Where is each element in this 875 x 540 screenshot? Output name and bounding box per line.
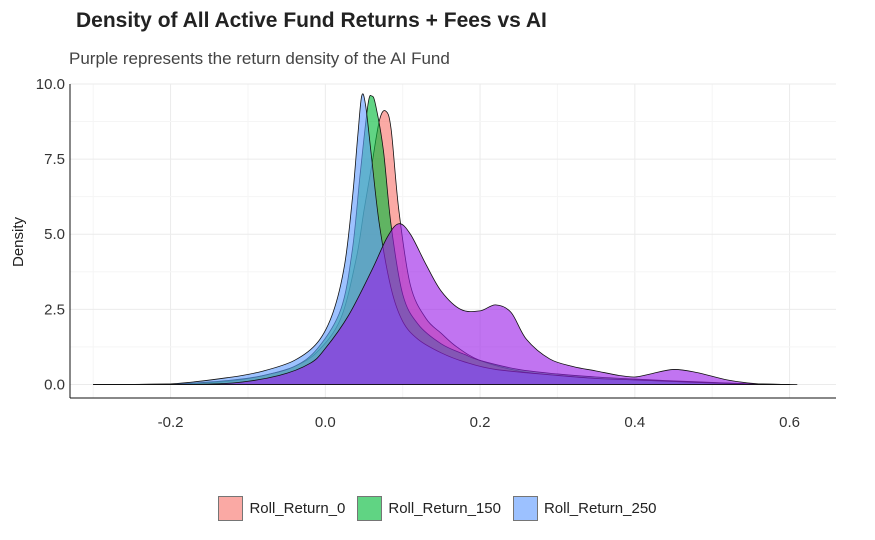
x-tick-label-4: 0.6 bbox=[779, 414, 800, 431]
legend-key-0 bbox=[218, 495, 244, 521]
legend: Roll_Return_0 Roll_Return_150 Roll_Return_… bbox=[0, 492, 875, 524]
density-area-3 bbox=[93, 223, 798, 385]
y-tick-label-0: 0.0 bbox=[44, 376, 65, 393]
legend-key-2 bbox=[512, 495, 538, 521]
x-tick-label-1: 0.0 bbox=[315, 414, 336, 431]
y-tick-label-4: 10.0 bbox=[36, 76, 65, 93]
chart-subtitle: Purple represents the return density of … bbox=[69, 49, 450, 68]
y-tick-label-2: 5.0 bbox=[44, 226, 65, 243]
legend-label-1: Roll_Return_150 bbox=[388, 499, 501, 517]
x-tick-label-2: 0.2 bbox=[470, 414, 491, 431]
legend-item-1: Roll_Return_150 bbox=[357, 495, 501, 521]
y-axis-label: Density bbox=[10, 216, 27, 267]
chart-title: Density of All Active Fund Returns + Fee… bbox=[76, 9, 547, 32]
x-tick-label-3: 0.4 bbox=[624, 414, 645, 431]
axes bbox=[69, 84, 836, 399]
legend-key-1 bbox=[357, 495, 383, 521]
density-areas bbox=[93, 93, 798, 385]
x-tick-label-0: -0.2 bbox=[158, 414, 184, 431]
legend-label-0: Roll_Return_0 bbox=[249, 499, 346, 517]
x-tick-labels: -0.2 0.0 0.2 0.4 0.6 bbox=[158, 414, 800, 431]
y-tick-label-3: 7.5 bbox=[44, 151, 65, 168]
legend-item-2: Roll_Return_250 bbox=[512, 495, 657, 521]
legend-item-0: Roll_Return_0 bbox=[218, 495, 346, 521]
legend-label-2: Roll_Return_250 bbox=[543, 499, 657, 517]
y-tick-labels: 0.0 2.5 5.0 7.5 10.0 bbox=[36, 76, 65, 393]
y-tick-label-1: 2.5 bbox=[44, 301, 65, 318]
